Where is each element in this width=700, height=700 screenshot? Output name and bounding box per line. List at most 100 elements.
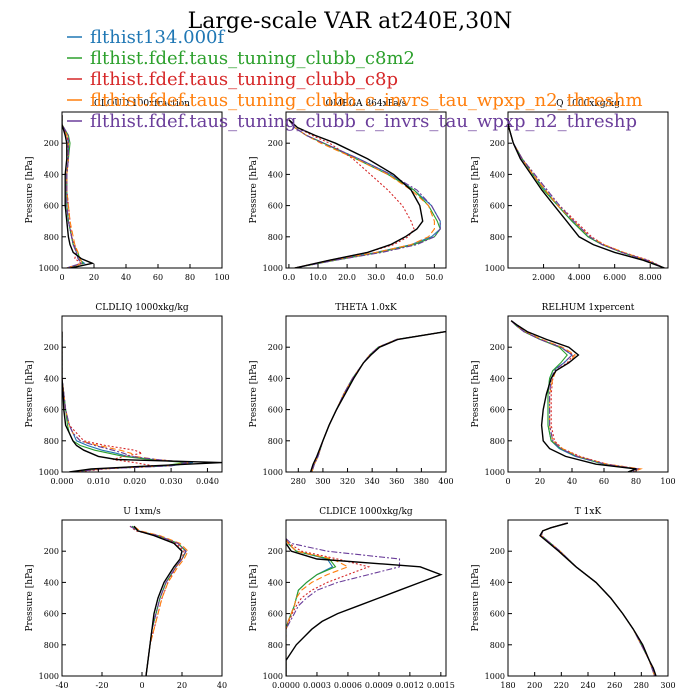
x-tick-label: 40.0 bbox=[396, 273, 414, 282]
y-axis-label: Pressure [hPa] bbox=[25, 360, 35, 427]
series-line-1 bbox=[311, 331, 446, 472]
x-tick-label: 260 bbox=[607, 681, 622, 690]
panel-title: CLDICE 1000xkg/kg bbox=[319, 507, 413, 517]
legend-item: flthist134.000f bbox=[67, 27, 225, 48]
x-tick-label: 0.030 bbox=[160, 477, 183, 486]
x-tick-label: 20 bbox=[535, 477, 545, 486]
series-line-reference bbox=[288, 119, 424, 268]
x-tick-label: 0.0009 bbox=[365, 681, 393, 690]
panel-7: CLDICE 1000xkg/kg Pressure [hPa] 200 400 600… bbox=[249, 507, 455, 690]
y-tick-label: 400 bbox=[490, 170, 505, 179]
series-line-reference bbox=[539, 522, 657, 676]
x-tick-label: 0.000 bbox=[51, 477, 74, 486]
series-line-4 bbox=[311, 331, 446, 472]
y-tick-label: 1000 bbox=[485, 468, 505, 477]
plot-frame bbox=[285, 315, 447, 473]
y-axis-label: Pressure [hPa] bbox=[471, 564, 481, 631]
series-line-2 bbox=[62, 331, 153, 472]
series-line-0 bbox=[510, 320, 639, 472]
series-line-1 bbox=[286, 538, 337, 676]
y-axis-label: Pressure [hPa] bbox=[249, 564, 259, 631]
series-line-4 bbox=[62, 331, 190, 472]
x-tick-label: 8.000 bbox=[639, 273, 662, 282]
x-tick-label: 0.0006 bbox=[334, 681, 362, 690]
series-line-3 bbox=[540, 522, 656, 676]
y-tick-label: 800 bbox=[268, 437, 283, 446]
y-tick-label: 600 bbox=[44, 202, 59, 211]
series-line-4 bbox=[288, 119, 441, 268]
series-line-reference bbox=[62, 115, 95, 268]
series-line-3 bbox=[286, 538, 350, 676]
panel-1: OMEGA 864xPa/s Pressure [hPa] 200 400 600 800… bbox=[249, 99, 447, 282]
legend-label: flthist.fdef.taus_tuning_clubb_c_invrs_t… bbox=[90, 90, 643, 111]
panel-4: THETA 1.0xK Pressure [hPa] 200 400 600 800 100… bbox=[249, 303, 454, 486]
x-tick-label: -40 bbox=[56, 681, 69, 690]
x-tick-label: 80 bbox=[185, 273, 195, 282]
series-line-4 bbox=[508, 119, 665, 268]
legend-label: flthist.fdef.taus_tuning_clubb_c_invrs_t… bbox=[90, 111, 637, 132]
x-tick-label: 0 bbox=[505, 477, 510, 486]
y-tick-label: 1000 bbox=[39, 672, 59, 681]
y-tick-label: 800 bbox=[44, 641, 59, 650]
y-tick-label: 200 bbox=[268, 547, 283, 556]
series-line-3 bbox=[510, 320, 643, 472]
x-tick-label: 0 bbox=[139, 681, 144, 690]
x-tick-label: 180 bbox=[500, 681, 515, 690]
x-tick-label: 240 bbox=[580, 681, 595, 690]
series-line-2 bbox=[288, 119, 415, 268]
series-line-2 bbox=[286, 538, 371, 676]
x-tick-label: 0 bbox=[59, 273, 64, 282]
x-tick-label: 0.0000 bbox=[272, 681, 300, 690]
x-tick-label: 20.0 bbox=[338, 273, 356, 282]
series-line-2 bbox=[311, 331, 446, 472]
series-line-2 bbox=[62, 115, 83, 268]
series-line-1 bbox=[131, 525, 187, 676]
plot-frame bbox=[285, 111, 447, 269]
series-line-4 bbox=[540, 522, 656, 676]
x-tick-label: 300 bbox=[660, 681, 675, 690]
y-tick-label: 800 bbox=[490, 437, 505, 446]
y-tick-label: 800 bbox=[490, 233, 505, 242]
plot-frame bbox=[507, 111, 669, 269]
legend-item: flthist.fdef.taus_tuning_clubb_c_invrs_t… bbox=[67, 111, 637, 132]
y-tick-label: 600 bbox=[44, 610, 59, 619]
panel-title: T 1xK bbox=[575, 507, 602, 517]
x-tick-label: 220 bbox=[554, 681, 569, 690]
series-line-2 bbox=[540, 522, 656, 676]
y-tick-label: 800 bbox=[44, 233, 59, 242]
x-tick-label: 80 bbox=[631, 477, 641, 486]
series-line-4 bbox=[62, 115, 83, 268]
x-tick-label: -20 bbox=[96, 681, 109, 690]
x-tick-label: 40 bbox=[217, 681, 227, 690]
y-tick-label: 400 bbox=[44, 578, 59, 587]
x-tick-label: 100 bbox=[214, 273, 229, 282]
y-tick-label: 400 bbox=[268, 374, 283, 383]
x-tick-label: 320 bbox=[340, 477, 355, 486]
x-tick-label: 0.0003 bbox=[303, 681, 331, 690]
series-line-0 bbox=[508, 119, 665, 268]
y-tick-label: 600 bbox=[490, 610, 505, 619]
series-line-reference bbox=[309, 330, 446, 472]
series-line-0 bbox=[62, 331, 193, 472]
y-axis-label: Pressure [hPa] bbox=[25, 564, 35, 631]
y-tick-label: 1000 bbox=[39, 264, 59, 273]
x-tick-label: 20 bbox=[89, 273, 99, 282]
x-tick-label: 300 bbox=[315, 477, 330, 486]
y-tick-label: 400 bbox=[44, 374, 59, 383]
x-tick-label: 50.0 bbox=[425, 273, 443, 282]
x-tick-label: 0.0012 bbox=[396, 681, 424, 690]
y-tick-label: 1000 bbox=[485, 264, 505, 273]
y-tick-label: 800 bbox=[268, 641, 283, 650]
series-line-3 bbox=[508, 119, 665, 268]
plot-frame bbox=[61, 519, 223, 677]
series-line-reference bbox=[508, 119, 665, 268]
y-tick-label: 600 bbox=[268, 406, 283, 415]
y-tick-label: 200 bbox=[490, 547, 505, 556]
y-tick-label: 600 bbox=[268, 202, 283, 211]
y-tick-label: 1000 bbox=[263, 672, 283, 681]
